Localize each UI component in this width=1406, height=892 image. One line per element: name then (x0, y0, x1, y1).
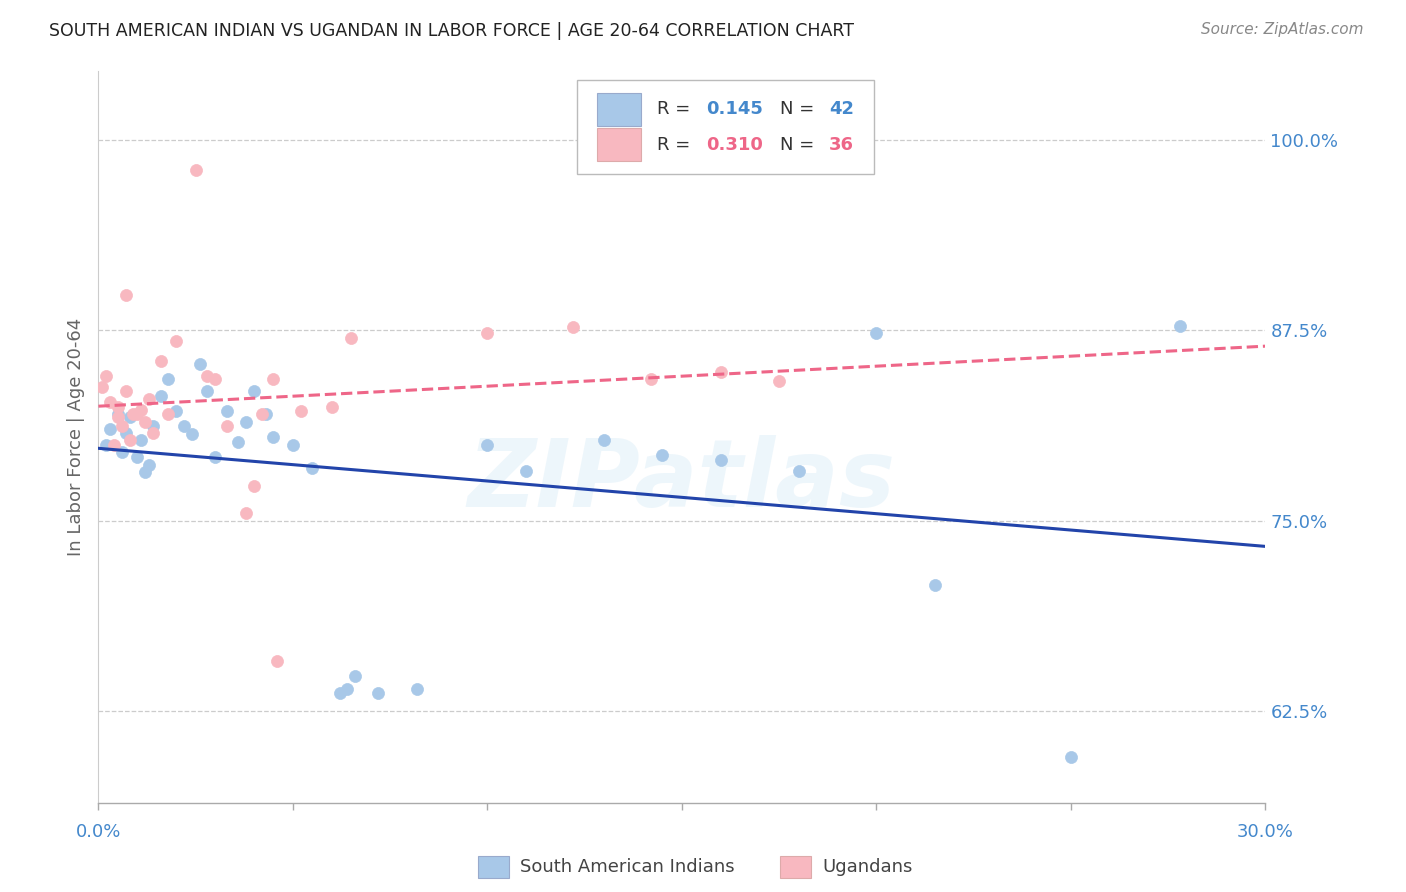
Text: 42: 42 (830, 101, 853, 119)
Point (243, 479, 266, 493)
Point (301, 460, 323, 475)
Point (138, 458, 160, 472)
Point (710, 453, 733, 467)
Text: South American Indians: South American Indians (520, 858, 735, 876)
Point (173, 419, 195, 434)
Point (188, 357, 211, 371)
Point (129, 433, 152, 447)
Point (344, 669, 367, 683)
Text: SOUTH AMERICAN INDIAN VS UGANDAN IN LABOR FORCE | AGE 20-64 CORRELATION CHART: SOUTH AMERICAN INDIAN VS UGANDAN IN LABO… (49, 22, 855, 40)
Point (118, 410, 141, 425)
Point (111, 419, 134, 434)
Point (250, 407, 273, 421)
Point (266, 654, 288, 668)
Point (367, 686, 389, 700)
FancyBboxPatch shape (596, 128, 641, 161)
FancyBboxPatch shape (596, 93, 641, 127)
Point (157, 407, 180, 421)
Point (254, 407, 277, 421)
Point (122, 407, 145, 421)
Point (228, 434, 250, 449)
Point (1168, 318, 1191, 333)
Y-axis label: In Labor Force | Age 20-64: In Labor Force | Age 20-64 (66, 318, 84, 557)
Point (96, 369, 118, 384)
Text: N =: N = (780, 136, 820, 153)
Point (235, 506, 257, 520)
Point (562, 320, 585, 334)
Point (114, 288, 136, 302)
Point (924, 578, 946, 592)
Point (165, 404, 187, 418)
Point (262, 430, 284, 444)
Point (134, 415, 156, 429)
Point (129, 402, 152, 417)
Point (107, 400, 129, 414)
Point (243, 384, 266, 399)
Point (865, 326, 887, 341)
Point (195, 384, 218, 399)
Text: 0.145: 0.145 (706, 101, 763, 119)
Point (184, 163, 207, 178)
Point (91, 380, 114, 394)
Text: R =: R = (658, 101, 696, 119)
Text: R =: R = (658, 136, 696, 153)
Point (114, 384, 136, 399)
Text: 36: 36 (830, 136, 853, 153)
Text: Ugandans: Ugandans (823, 858, 912, 876)
Point (114, 425, 136, 440)
Point (477, 438, 499, 452)
Point (96, 438, 118, 452)
Point (149, 354, 172, 368)
Point (204, 450, 226, 464)
Point (134, 465, 156, 479)
Point (142, 425, 165, 440)
Point (204, 372, 226, 386)
Point (165, 334, 187, 348)
Point (127, 407, 149, 421)
Point (340, 331, 363, 345)
Point (107, 410, 129, 425)
Point (138, 392, 160, 406)
Text: 30.0%: 30.0% (1237, 822, 1294, 840)
Point (180, 427, 202, 442)
FancyBboxPatch shape (576, 80, 875, 174)
Point (329, 686, 352, 700)
Point (103, 438, 125, 452)
Text: 0.0%: 0.0% (76, 822, 121, 840)
Point (98, 395, 121, 409)
Point (640, 372, 662, 386)
Point (710, 365, 733, 379)
Point (157, 372, 180, 386)
Point (593, 433, 616, 447)
Point (215, 404, 238, 418)
Point (477, 326, 499, 341)
Point (142, 419, 165, 434)
Point (98, 422, 121, 436)
Point (787, 464, 810, 478)
Point (127, 450, 149, 464)
Point (215, 419, 238, 434)
Point (651, 448, 673, 462)
Point (195, 369, 218, 384)
Point (290, 404, 312, 418)
Text: ZIPatlas: ZIPatlas (468, 435, 896, 527)
Text: N =: N = (780, 101, 820, 119)
Point (515, 464, 537, 478)
Point (768, 374, 790, 388)
Point (321, 400, 343, 414)
Point (406, 681, 429, 696)
Point (149, 389, 172, 403)
Point (262, 372, 284, 386)
Point (111, 445, 134, 459)
Point (336, 681, 359, 696)
Point (235, 415, 257, 429)
Point (1060, 750, 1083, 764)
Point (118, 433, 141, 447)
Text: 0.310: 0.310 (706, 136, 763, 153)
Point (281, 438, 304, 452)
Point (107, 407, 129, 421)
Text: Source: ZipAtlas.com: Source: ZipAtlas.com (1201, 22, 1364, 37)
